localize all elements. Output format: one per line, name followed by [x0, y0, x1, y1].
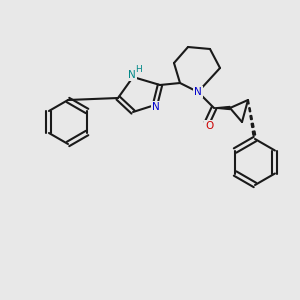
Text: O: O [205, 121, 213, 131]
Polygon shape [214, 106, 230, 110]
Text: H: H [135, 65, 141, 74]
Text: N: N [128, 70, 136, 80]
Text: N: N [194, 87, 202, 97]
Text: N: N [152, 102, 160, 112]
Polygon shape [248, 100, 249, 104]
Polygon shape [252, 131, 256, 135]
Polygon shape [251, 123, 254, 128]
Polygon shape [249, 108, 251, 112]
Polygon shape [250, 116, 252, 120]
